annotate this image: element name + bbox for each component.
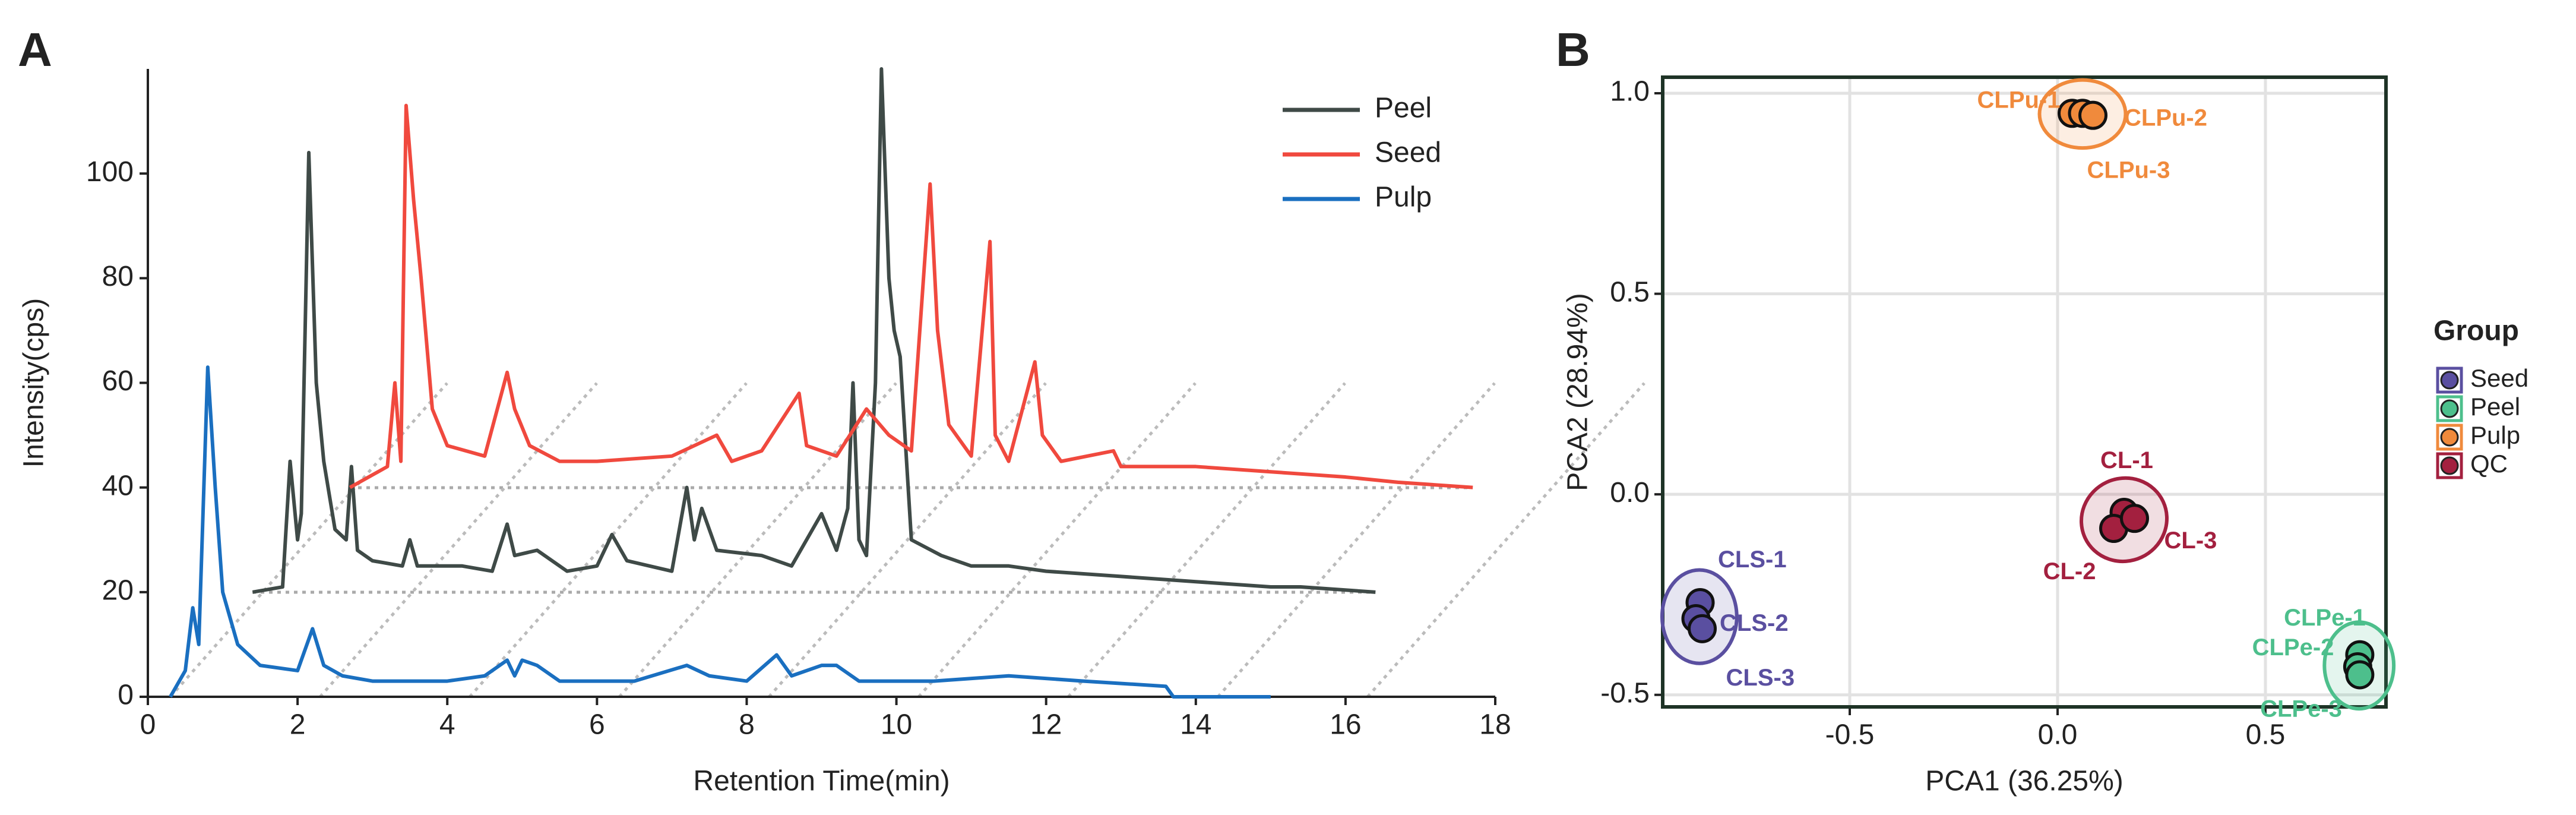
legend-label: Seed	[1375, 137, 1441, 169]
legend-label: Peel	[2470, 393, 2520, 421]
x-tick-label: 2	[290, 709, 306, 741]
guide-line	[917, 382, 1197, 698]
point-label: CLPe-2	[2252, 634, 2334, 661]
y-tick-label: 20	[102, 575, 134, 606]
x-tick-label: 0.0	[2038, 719, 2078, 751]
series-line	[349, 103, 1473, 489]
legend-label: Peel	[1375, 93, 1432, 124]
point	[2120, 504, 2149, 533]
point	[2345, 660, 2375, 690]
x-tick-label: 0.5	[2246, 719, 2286, 751]
panel-label: B	[1556, 23, 1590, 76]
x-tick-label: 14	[1180, 709, 1211, 741]
x-tick-label: 8	[739, 709, 755, 741]
panel-label: A	[18, 23, 52, 76]
y-tick-label: 80	[102, 261, 134, 292]
legend-label: Pulp	[1375, 182, 1432, 213]
legend-title: Group	[2433, 315, 2519, 347]
y-tick-label: -0.5	[1600, 677, 1650, 709]
legend-dot	[2440, 428, 2459, 447]
legend-dot	[2440, 456, 2459, 475]
point-label: CLPu-3	[2087, 157, 2170, 184]
guide-line	[1067, 382, 1346, 698]
x-tick-label: 0	[140, 709, 156, 741]
point-label: CL-1	[2100, 447, 2153, 473]
x-tick-label: 18	[1479, 709, 1511, 741]
baselines	[252, 486, 1473, 594]
series-line	[169, 365, 1271, 699]
y-tick-label: 1.0	[1610, 76, 1650, 108]
guide-line	[1366, 382, 1645, 698]
y-tick-label: 60	[102, 365, 134, 397]
guide-line	[618, 382, 897, 698]
y-tick-label: 0.5	[1610, 276, 1650, 308]
point-label: CLPe-3	[2260, 696, 2342, 722]
x-axis-title: Retention Time(min)	[693, 766, 950, 797]
legend-label: QC	[2470, 450, 2508, 478]
x-axis-title: PCA1 (36.25%)	[1925, 766, 2124, 797]
x-tick-label: 10	[881, 709, 912, 741]
x-tick-label: 6	[589, 709, 605, 741]
guide-line	[1217, 382, 1496, 698]
point-label: CLPu-1	[1977, 87, 2061, 113]
point	[1688, 614, 1717, 643]
point-label: CL-3	[2164, 527, 2217, 554]
point-label: CLS-2	[1720, 610, 1789, 636]
legend-dot	[2440, 371, 2459, 390]
y-tick-label: 0.0	[1610, 477, 1650, 508]
point	[2078, 100, 2107, 130]
x-tick-label: -0.5	[1825, 719, 1875, 751]
point-label: CL-2	[2043, 558, 2096, 585]
guide-line	[768, 382, 1047, 698]
series-line	[252, 67, 1376, 594]
x-tick-label: 4	[439, 709, 455, 741]
point-label: CLS-3	[1726, 665, 1795, 691]
plot-frame	[1661, 75, 2388, 709]
legend-label: Seed	[2470, 364, 2528, 392]
legend-dot	[2440, 399, 2459, 418]
guide-line	[169, 382, 448, 698]
legend-label: Pulp	[2470, 421, 2520, 449]
y-axis-title: Intensity(cps)	[18, 298, 50, 467]
y-tick-label: 100	[86, 156, 134, 188]
y-axis-title: PCA2 (28.94%)	[1562, 293, 1594, 491]
point-label: CLPu-2	[2124, 105, 2207, 131]
point-label: CLPe-1	[2284, 605, 2366, 631]
point-label: CLS-1	[1718, 547, 1787, 573]
x-tick-label: 16	[1330, 709, 1361, 741]
y-tick-label: 40	[102, 470, 134, 501]
guide-line	[319, 382, 598, 698]
y-tick-label: 0	[118, 680, 134, 711]
x-tick-label: 12	[1030, 709, 1062, 741]
